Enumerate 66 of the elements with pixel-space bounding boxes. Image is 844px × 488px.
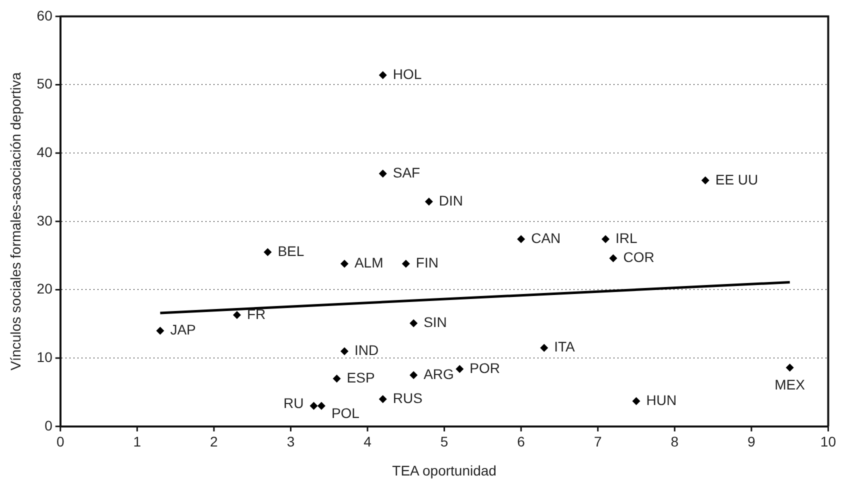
y-tick-label: 50 — [36, 76, 53, 92]
x-tick-label: 4 — [364, 434, 372, 450]
point — [540, 344, 548, 352]
point — [456, 365, 464, 373]
annotation: RUS — [392, 390, 422, 406]
point — [156, 326, 164, 335]
y-tick-label: 20 — [36, 280, 53, 297]
annotation: ALM — [354, 254, 384, 271]
point — [378, 395, 387, 404]
x-tick-label: 2 — [210, 434, 218, 450]
annotation: COR — [623, 249, 654, 266]
annotation: FR — [246, 306, 266, 322]
x-tick-label: 9 — [748, 434, 756, 450]
point — [264, 248, 272, 256]
y-tick-label: 10 — [36, 348, 53, 365]
point — [410, 319, 418, 328]
annotation: CAN — [531, 230, 561, 246]
x-tick-label: 0 — [56, 434, 64, 450]
x-axis-title: TEA oportunidad — [392, 462, 496, 478]
point — [786, 364, 794, 372]
y-axis-title: Vínculos sociales formales-asociación deportiva — [7, 72, 24, 370]
annotation: RU — [284, 394, 304, 411]
point — [378, 170, 387, 178]
point — [517, 235, 526, 244]
annotation: HOL — [392, 66, 422, 82]
annotation: JAP — [170, 322, 196, 338]
point — [602, 235, 610, 244]
point — [332, 374, 341, 383]
annotation: ESP — [346, 369, 375, 386]
x-tick-label: 10 — [820, 434, 836, 450]
y-tick-label: 60 — [36, 7, 53, 24]
annotation: ARG — [424, 366, 454, 382]
annotation: POL — [331, 404, 360, 421]
point — [340, 260, 348, 268]
point — [340, 347, 348, 356]
x-tick-label: 3 — [286, 434, 295, 450]
point — [410, 371, 418, 380]
annotation: FIN — [416, 254, 438, 271]
annotation: DIN — [438, 192, 464, 208]
point — [701, 176, 710, 184]
x-tick-label: 8 — [670, 434, 679, 450]
x-tick-label: 5 — [440, 434, 448, 450]
annotation: SAF — [392, 164, 420, 180]
y-tick-label: 0 — [44, 417, 53, 434]
point — [317, 402, 326, 410]
x-tick-label: 7 — [594, 434, 602, 450]
annotation: EE UU — [715, 171, 758, 188]
annotation: POR — [470, 360, 500, 376]
annotation: SIN — [424, 314, 447, 330]
annotation: IRL — [616, 230, 638, 246]
point — [632, 397, 640, 406]
point — [609, 254, 618, 262]
point — [378, 71, 387, 80]
annotation: BEL — [278, 243, 304, 260]
x-tick-label: 1 — [133, 434, 142, 450]
point — [232, 311, 241, 320]
annotation: IND — [354, 342, 379, 358]
x-tick-label: 6 — [517, 434, 526, 450]
annotation: HUN — [646, 392, 677, 408]
point — [424, 198, 433, 206]
point — [402, 260, 410, 268]
y-tick-label: 40 — [36, 144, 53, 160]
point — [310, 402, 318, 410]
y-tick-label: 30 — [36, 212, 53, 228]
annotation: ITA — [554, 338, 576, 355]
annotation: MEX — [774, 376, 806, 392]
